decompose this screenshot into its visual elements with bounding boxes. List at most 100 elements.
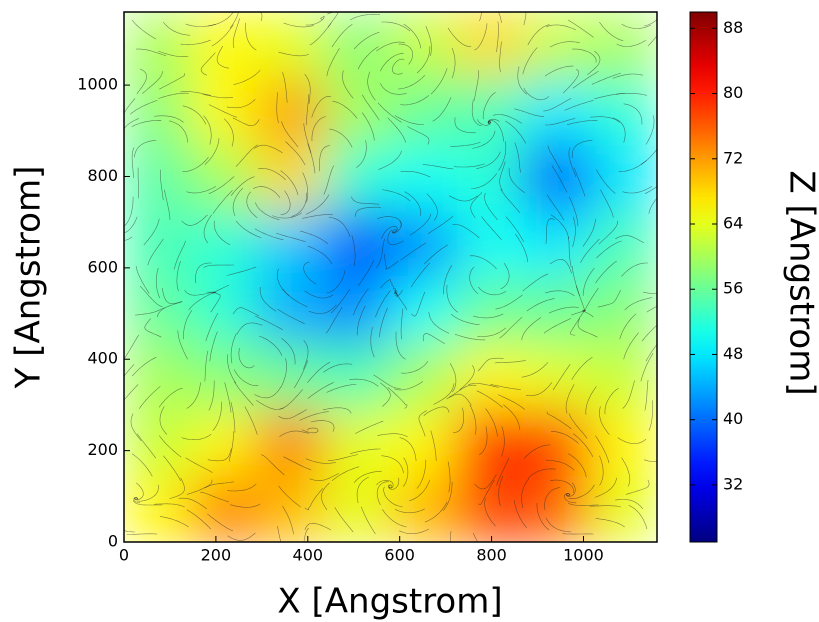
heat-cell <box>456 210 525 278</box>
streamline <box>596 169 616 194</box>
heat-cell <box>323 475 391 542</box>
streamline <box>350 196 380 205</box>
streamline <box>376 238 385 269</box>
streamline <box>235 144 258 167</box>
streamline <box>246 191 258 219</box>
streamline <box>594 477 617 498</box>
streamline <box>210 291 221 313</box>
streamline <box>391 58 405 75</box>
streamline <box>423 406 450 417</box>
streamline <box>285 141 306 166</box>
streamline <box>144 318 162 338</box>
streamline <box>259 286 277 312</box>
streamline <box>498 12 502 24</box>
heat-cell <box>456 409 525 477</box>
streamline <box>235 220 262 239</box>
streamline <box>226 99 256 109</box>
streamline <box>309 473 339 481</box>
streamline <box>232 117 260 127</box>
streamline <box>356 305 366 336</box>
streamline <box>616 93 647 96</box>
colorbar-tick-label: 88 <box>723 18 743 37</box>
streamline <box>477 357 504 372</box>
streamline <box>227 354 237 384</box>
streamline <box>400 242 426 261</box>
streamline <box>545 517 572 533</box>
streamline <box>447 27 472 47</box>
streamline <box>342 70 354 99</box>
heat-cell <box>523 409 591 477</box>
streamline <box>212 189 233 214</box>
heat-cell <box>190 210 258 278</box>
heat-cell <box>523 475 591 542</box>
streamline <box>641 324 657 342</box>
streamline <box>207 513 234 532</box>
streamline <box>230 503 261 508</box>
streamline <box>522 273 549 292</box>
streamline <box>367 71 376 101</box>
streamline <box>527 468 556 480</box>
streamline <box>477 327 507 337</box>
streamline <box>416 459 427 489</box>
streamline <box>199 491 230 503</box>
streamline <box>395 331 406 360</box>
x-tick-label: 1000 <box>563 546 604 565</box>
streamline <box>203 214 212 244</box>
streamline <box>137 484 159 502</box>
streamline <box>159 516 189 528</box>
streamline <box>499 317 523 339</box>
streamline <box>451 47 456 79</box>
streamline <box>323 165 335 195</box>
streamline <box>499 41 502 73</box>
streamline <box>422 164 454 170</box>
streamline <box>443 481 453 511</box>
heat-cell <box>390 144 458 212</box>
streamline <box>380 382 391 407</box>
streamline <box>332 100 358 119</box>
streamline <box>644 379 649 411</box>
streamline <box>471 173 498 189</box>
y-tick-label: 200 <box>87 440 118 459</box>
x-tick-label: 0 <box>119 546 129 565</box>
streamline <box>136 68 147 95</box>
streamline <box>354 206 382 217</box>
streamline <box>567 236 572 268</box>
heat-cell <box>257 12 325 79</box>
streamline <box>164 189 171 220</box>
heat-cell <box>523 343 591 411</box>
streamline <box>425 25 432 56</box>
streamline <box>136 433 157 459</box>
streamline <box>598 220 618 245</box>
streamline <box>582 218 596 247</box>
x-tick-label: 400 <box>293 546 324 565</box>
streamline <box>646 306 657 313</box>
streamline <box>448 384 477 398</box>
streamline <box>595 260 617 284</box>
heat-cell <box>456 343 525 411</box>
streamline <box>208 176 235 194</box>
colorbar-tick-label: 32 <box>723 474 743 493</box>
streamline <box>258 168 286 181</box>
streamline <box>476 151 501 169</box>
streamline <box>544 65 574 77</box>
streamline <box>433 383 455 405</box>
heat-cell <box>590 277 657 344</box>
colorbar-tick-label: 40 <box>723 409 743 428</box>
streamline <box>474 70 479 101</box>
streamline <box>135 265 150 294</box>
streamline <box>163 21 191 36</box>
streamline <box>279 430 309 437</box>
streamline <box>595 518 625 528</box>
streamline <box>280 358 287 389</box>
streamline <box>311 96 331 118</box>
streamline <box>600 189 614 218</box>
colorbar-tick-label: 64 <box>723 214 743 233</box>
streamline <box>616 40 646 47</box>
streamline <box>195 262 212 284</box>
streamline <box>590 116 620 123</box>
plot-frame <box>123 11 658 543</box>
streamline <box>373 374 401 389</box>
streamline <box>208 104 238 118</box>
heat-cell <box>390 277 458 344</box>
